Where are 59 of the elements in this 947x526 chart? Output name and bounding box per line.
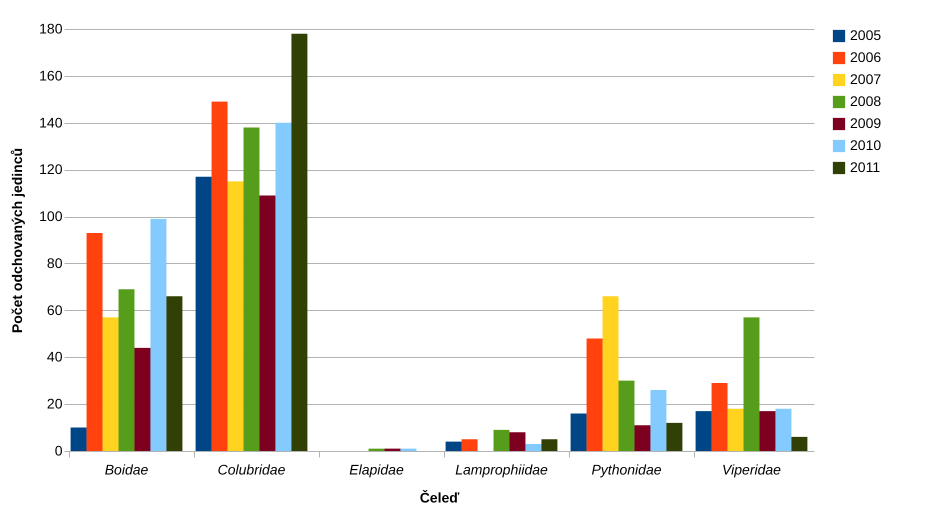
- legend-label: 2009: [850, 115, 882, 131]
- y-tick-label: 20: [46, 396, 63, 412]
- y-tick-label: 140: [39, 114, 63, 130]
- x-tick-label: Boidae: [104, 462, 149, 478]
- bar: [446, 442, 462, 451]
- y-tick-label: 60: [46, 302, 63, 318]
- bar: [541, 439, 558, 451]
- bar: [650, 390, 666, 451]
- bar: [712, 383, 728, 451]
- x-tick-label: Viperidae: [722, 462, 782, 478]
- legend-label: 2008: [850, 93, 882, 109]
- bar: [696, 411, 712, 451]
- bar: [291, 34, 308, 451]
- bar: [228, 181, 244, 451]
- y-tick-label: 0: [54, 442, 63, 458]
- bar: [86, 232, 103, 451]
- bar: [525, 444, 542, 451]
- x-tick-label: Pythonidae: [591, 462, 662, 478]
- bar: [586, 338, 603, 451]
- y-tick-label: 100: [39, 208, 63, 224]
- bar: [509, 432, 526, 451]
- bar: [166, 296, 182, 451]
- legend-label: 2005: [850, 27, 882, 43]
- x-axis-title: Čeleď: [420, 490, 460, 506]
- bar: [102, 317, 119, 451]
- legend-label: 2006: [850, 49, 882, 65]
- y-tick-label: 160: [39, 67, 63, 84]
- bar: [244, 127, 260, 451]
- y-tick-label: 180: [39, 20, 63, 36]
- legend-label: 2010: [850, 137, 882, 153]
- bar: [570, 413, 587, 451]
- y-tick-label: 120: [39, 161, 63, 178]
- bar: [602, 296, 619, 451]
- bar: [775, 408, 792, 451]
- x-tick-label: Lamprophiidae: [455, 462, 548, 478]
- bar: [118, 289, 134, 451]
- bar: [259, 195, 276, 451]
- bar: [196, 176, 212, 451]
- bar: [150, 218, 166, 451]
- legend-label: 2011: [850, 159, 880, 175]
- x-tick-label: Colubridae: [218, 462, 286, 478]
- bar: [212, 102, 228, 451]
- bar: [70, 428, 87, 451]
- y-tick-label: 40: [46, 348, 63, 365]
- bar: [494, 430, 510, 451]
- bar: [134, 348, 150, 451]
- bar: [666, 422, 682, 451]
- bar: [618, 380, 634, 451]
- bar: [744, 317, 760, 451]
- bar: [791, 436, 808, 451]
- bar: [759, 411, 776, 451]
- bar: [462, 439, 478, 451]
- bar: [728, 408, 744, 451]
- x-tick-label: Elapidae: [349, 462, 404, 478]
- y-tick-label: 80: [46, 254, 63, 271]
- legend-label: 2007: [850, 71, 882, 87]
- bar: [634, 425, 650, 451]
- bar: [275, 122, 292, 451]
- y-axis-title: Počet odchovaných jedinců: [9, 148, 26, 334]
